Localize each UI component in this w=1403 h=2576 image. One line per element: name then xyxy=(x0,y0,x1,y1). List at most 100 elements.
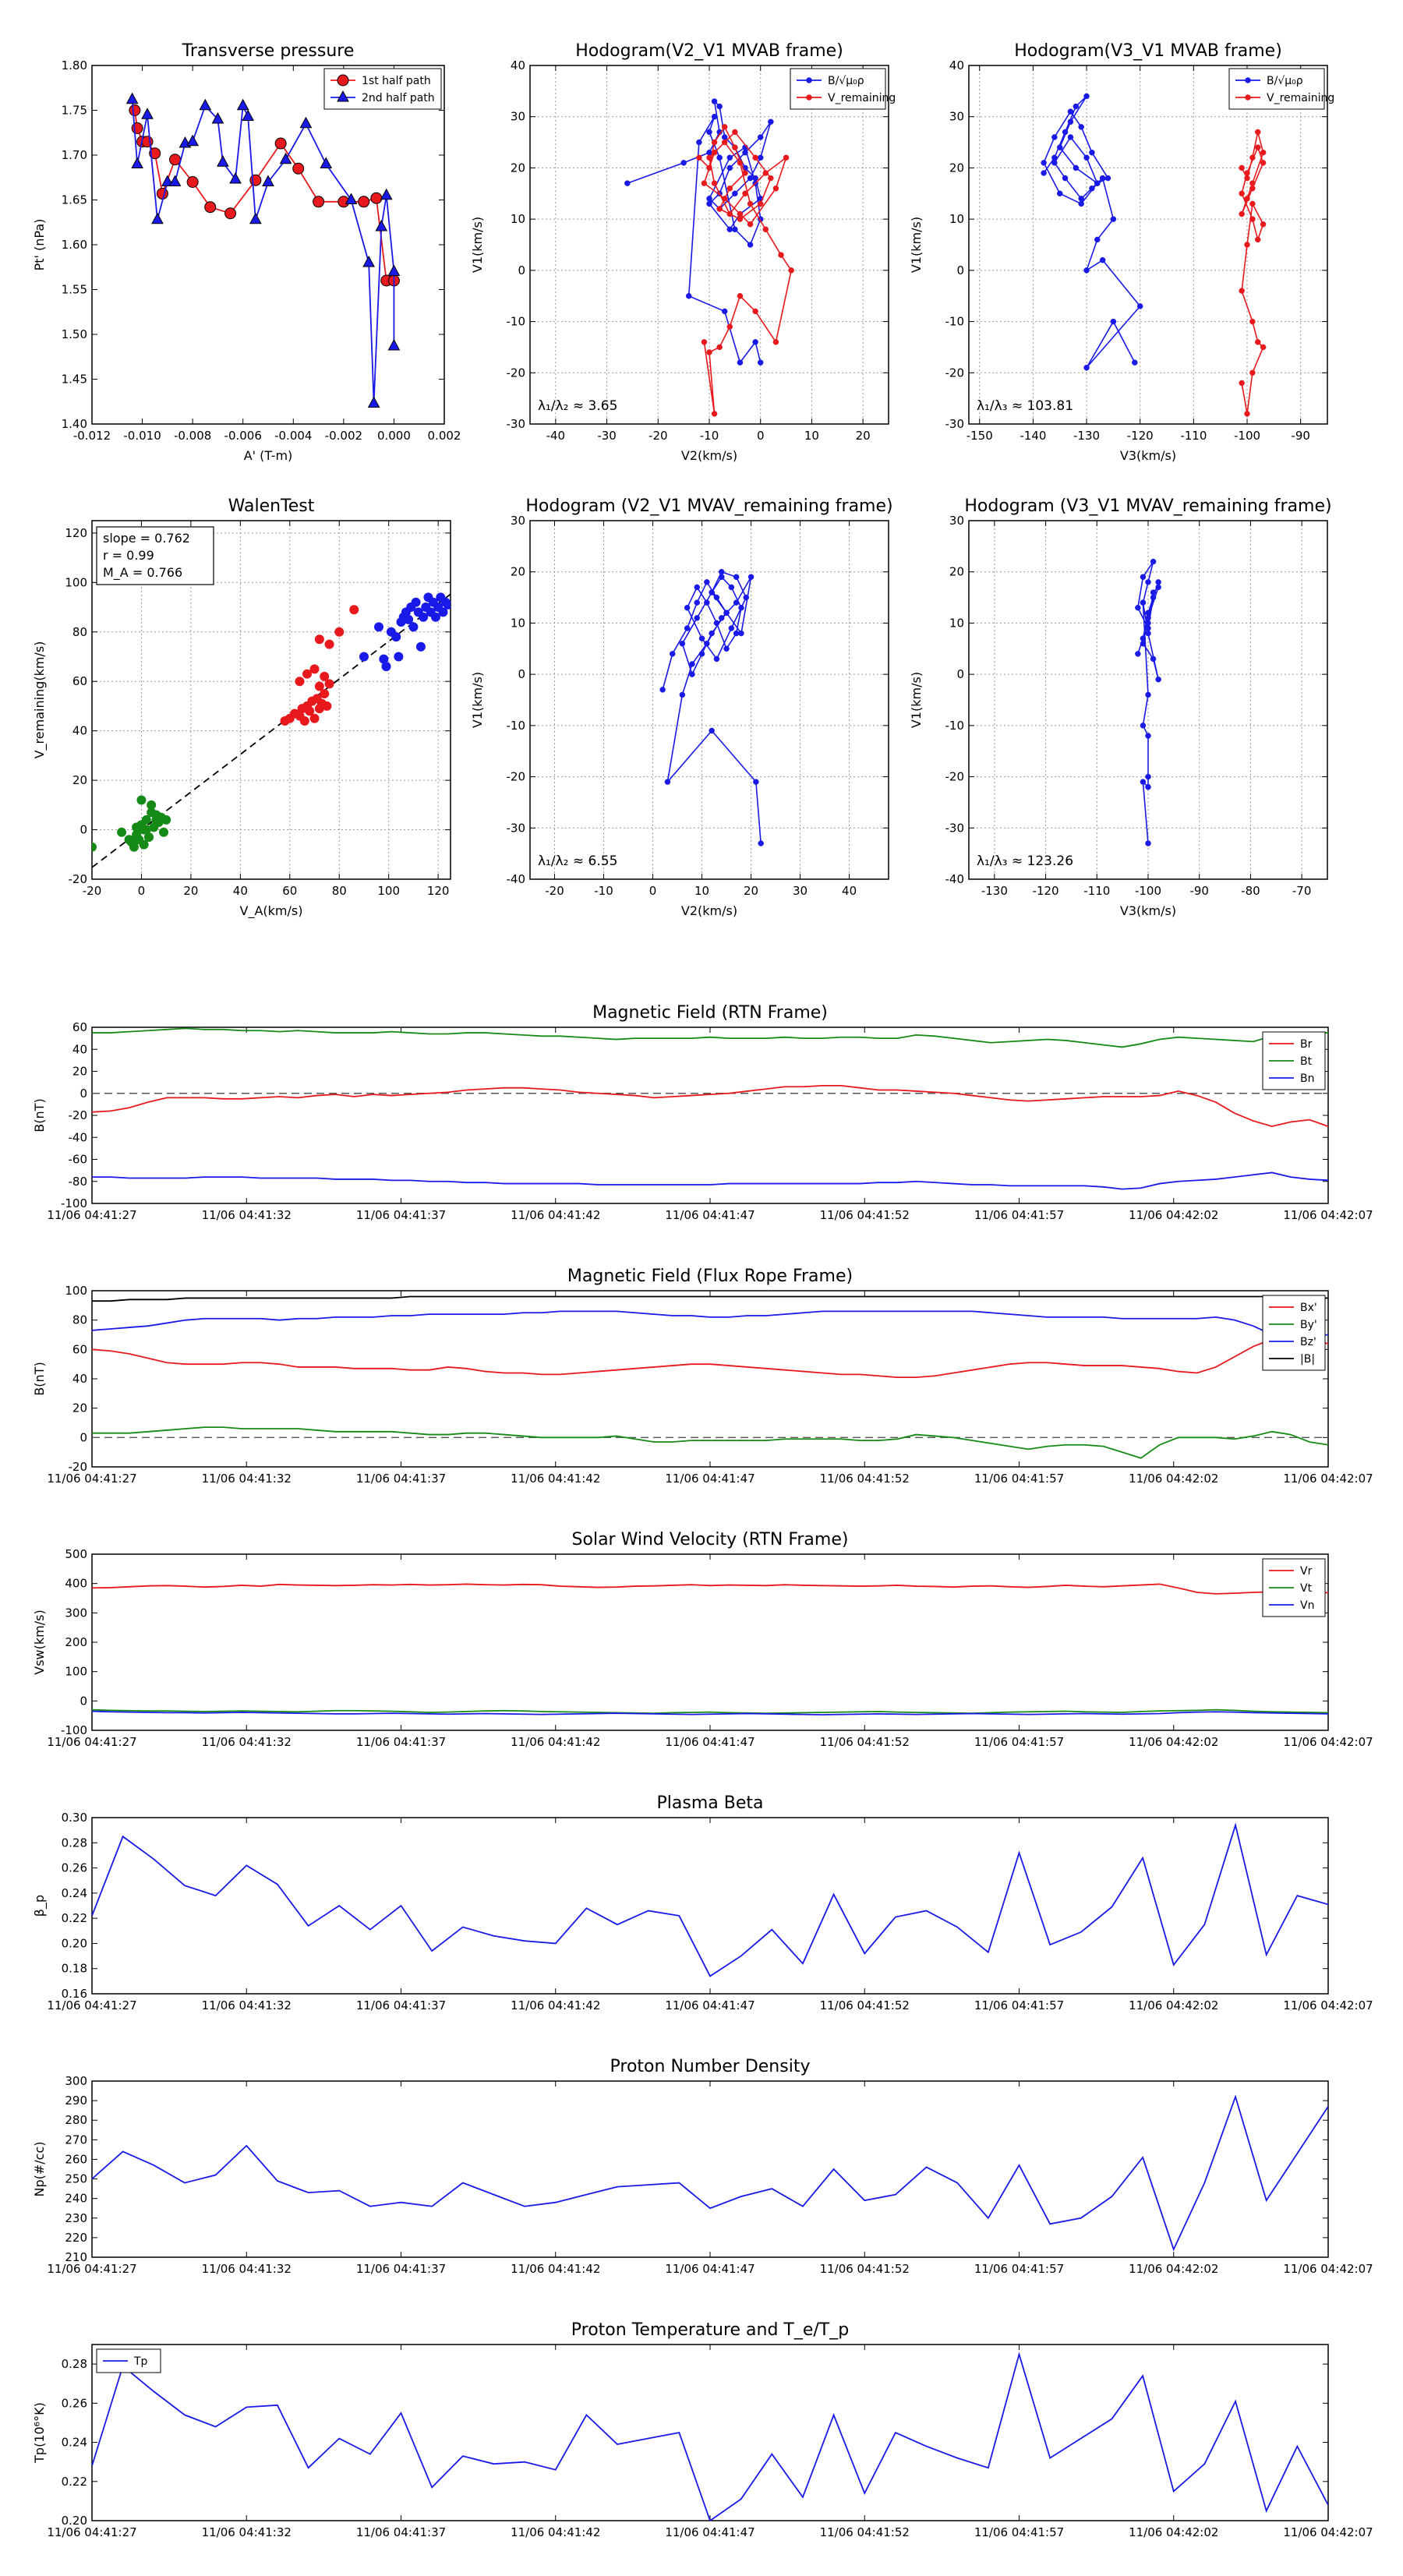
data-point xyxy=(1260,221,1267,228)
data-point xyxy=(1239,210,1245,217)
data-point xyxy=(147,807,157,818)
y-tick-label: 290 xyxy=(65,2094,87,2108)
legend-label: B/√μ₀ρ xyxy=(828,75,864,87)
y-tick-label: 280 xyxy=(65,2113,87,2127)
data-point xyxy=(217,155,229,167)
data-point xyxy=(1260,149,1267,156)
x-tick-label: -100 xyxy=(1135,884,1161,898)
data-point xyxy=(716,344,723,351)
data-point xyxy=(349,605,359,615)
y-tick-label: -80 xyxy=(69,1175,88,1189)
y-tick-label: 40 xyxy=(72,724,87,738)
data-point xyxy=(404,614,414,624)
y-tick-label: -30 xyxy=(945,821,965,835)
proton-number-density-chart: Proton Number Density 210 220 230 240 250 260 2… xyxy=(32,2057,1373,2276)
data-point xyxy=(696,154,702,161)
data-point xyxy=(679,691,686,698)
y-tick-label: 0.30 xyxy=(62,1811,87,1825)
plot-area xyxy=(92,1583,1328,1716)
data-point xyxy=(747,242,754,248)
data-point xyxy=(1094,180,1101,186)
data-point xyxy=(1067,118,1074,125)
data-point xyxy=(367,396,380,408)
data-point xyxy=(1110,318,1117,325)
data-point xyxy=(743,594,750,601)
x-tick-label: 11/06 04:41:47 xyxy=(665,2262,755,2276)
transverse-pressure-chart: Transverse pressure 1.40 1.45 1.50 1.55 1.60 1… xyxy=(32,41,461,463)
data-point xyxy=(1145,783,1151,790)
x-tick-label: 11/06 04:41:52 xyxy=(820,1472,910,1486)
y-tick-label: 1.60 xyxy=(62,238,87,252)
hodogram-v2-mvab-chart: Hodogram(V2_V1 MVAB frame) -30 -20 -10 0 10 20… xyxy=(470,41,896,463)
data-point xyxy=(1041,170,1047,176)
data-point xyxy=(1140,779,1147,785)
data-point xyxy=(125,92,139,104)
x-tick-label: 11/06 04:42:07 xyxy=(1283,2525,1373,2539)
data-point xyxy=(624,180,631,186)
data-point xyxy=(752,308,758,315)
x-tick-label: 11/06 04:41:32 xyxy=(202,1208,292,1222)
data-point xyxy=(704,599,710,606)
data-point xyxy=(723,645,730,652)
y-axis-label: β_p xyxy=(32,1895,48,1917)
data-point xyxy=(659,687,666,693)
x-tick-label: 0.002 xyxy=(428,429,461,443)
data-point xyxy=(679,640,686,647)
data-point xyxy=(1089,185,1095,192)
data-point xyxy=(721,139,728,146)
data-point xyxy=(394,652,404,662)
y-tick-label: 0.28 xyxy=(62,2357,87,2371)
legend-label: V_remaining xyxy=(1267,92,1334,104)
x-tick-label: 11/06 04:41:32 xyxy=(202,2525,292,2539)
x-tick-label: 11/06 04:41:52 xyxy=(820,2262,910,2276)
y-tick-label: 230 xyxy=(65,2211,87,2225)
y-axis-label: B(nT) xyxy=(32,1362,47,1395)
data-point xyxy=(664,779,671,785)
data-point xyxy=(1145,615,1151,621)
data-point xyxy=(168,175,182,186)
legend-label: Bt xyxy=(1300,1055,1313,1068)
plot-area xyxy=(92,1027,1328,1190)
data-point xyxy=(141,825,151,835)
data-point xyxy=(704,640,710,647)
x-tick-label: 11/06 04:41:37 xyxy=(356,1208,446,1222)
x-tick-label: 11/06 04:41:47 xyxy=(665,1208,755,1222)
data-point xyxy=(1254,339,1261,345)
legend-label: |B| xyxy=(1300,1353,1315,1366)
y-tick-label: -30 xyxy=(507,417,526,431)
x-tick-label: 0.000 xyxy=(377,429,411,443)
y-tick-label: -100 xyxy=(61,1723,87,1737)
data-point xyxy=(314,634,324,645)
data-point xyxy=(698,635,705,641)
legend-label: 1st half path xyxy=(362,75,431,87)
series-line xyxy=(131,99,395,404)
y-tick-label: 0 xyxy=(518,667,525,681)
x-tick-label: 11/06 04:41:42 xyxy=(511,1472,600,1486)
series-line xyxy=(1043,95,1141,369)
data-point xyxy=(1150,558,1157,565)
y-tick-label: 30 xyxy=(511,110,525,124)
data-point xyxy=(742,170,748,176)
data-point xyxy=(762,170,769,176)
x-tick-label: 11/06 04:41:57 xyxy=(974,2262,1064,2276)
data-point xyxy=(1239,288,1245,294)
chart-title: Magnetic Field (RTN Frame) xyxy=(592,1003,828,1023)
data-point xyxy=(772,185,779,192)
data-point xyxy=(768,118,774,125)
y-tick-label: 80 xyxy=(72,625,87,639)
data-point xyxy=(320,671,330,681)
data-point xyxy=(723,610,730,617)
plot-area xyxy=(125,92,401,408)
data-point xyxy=(229,171,242,184)
data-point xyxy=(236,98,249,111)
data-point xyxy=(161,814,171,825)
x-tick-label: 11/06 04:41:37 xyxy=(356,1472,446,1486)
data-point xyxy=(738,630,744,637)
data-point xyxy=(415,641,426,652)
x-axis-label: V3(km/s) xyxy=(1120,903,1176,918)
data-point xyxy=(411,597,421,607)
data-point xyxy=(716,154,723,161)
legend-label: Vt xyxy=(1300,1582,1313,1595)
data-point xyxy=(1140,635,1147,641)
y-tick-label: 10 xyxy=(949,616,964,630)
